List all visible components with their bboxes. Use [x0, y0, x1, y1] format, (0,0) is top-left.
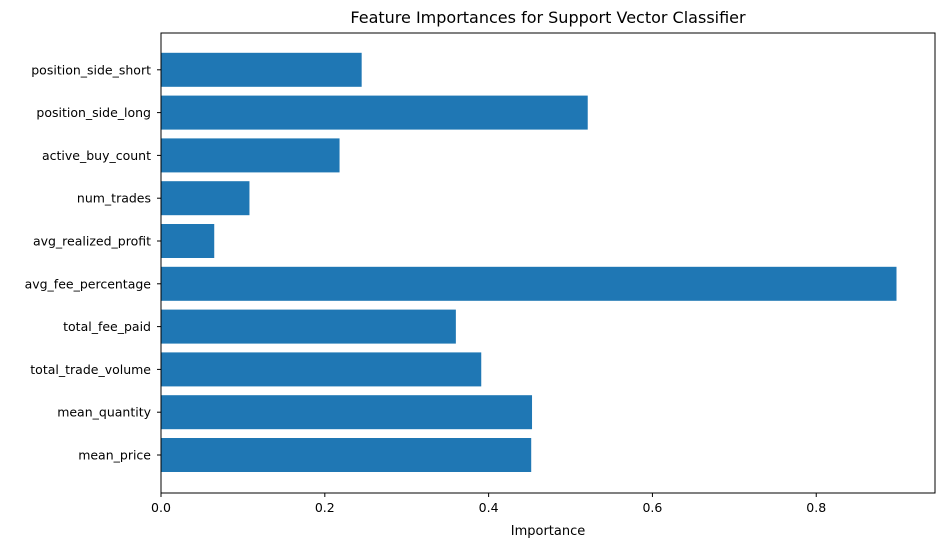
x-tick-label: 0.2 [315, 500, 335, 515]
y-tick-label: position_side_short [31, 62, 151, 77]
y-tick-label: active_buy_count [42, 148, 151, 163]
y-tick-label: total_fee_paid [63, 319, 151, 334]
bars-layer [161, 52, 897, 472]
y-tick-label: mean_quantity [57, 405, 151, 420]
y-tick-label: position_side_long [36, 105, 151, 120]
y-tick-label: avg_realized_profit [33, 234, 151, 249]
x-tick-label: 0.0 [151, 500, 171, 515]
x-tick-label: 0.4 [479, 500, 499, 515]
y-tick-label: num_trades [77, 191, 151, 206]
bar-position-side-short [161, 52, 362, 87]
bar-total-trade-volume [161, 352, 482, 387]
bar-num-trades [161, 181, 250, 216]
y-axis-ticks: mean_price mean_quantity total_trade_volum… [25, 62, 161, 463]
bar-avg-realized-profit [161, 224, 215, 258]
chart-title: Feature Importances for Support Vector C… [350, 8, 746, 27]
bar-mean-price [161, 438, 532, 472]
x-axis-ticks: 0.0 0.2 0.4 0.6 0.8 [151, 493, 826, 515]
bar-avg-fee-percentage [161, 266, 897, 301]
bar-active-buy-count [161, 138, 340, 173]
bar-total-fee-paid [161, 309, 456, 344]
y-tick-label: total_trade_volume [30, 362, 151, 377]
x-tick-label: 0.6 [642, 500, 662, 515]
plot-frame [160, 32, 936, 494]
x-tick-label: 0.8 [806, 500, 826, 515]
bar-position-side-long [161, 95, 588, 130]
y-tick-label: avg_fee_percentage [25, 276, 152, 291]
bar-mean-quantity [161, 395, 533, 430]
x-axis-label: Importance [511, 524, 586, 539]
y-tick-label: mean_price [78, 448, 151, 463]
